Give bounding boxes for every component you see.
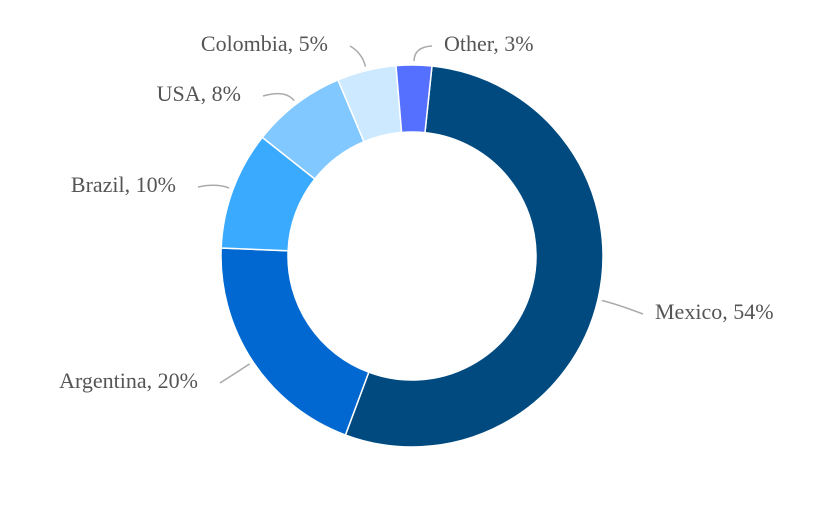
- data-label: Argentina, 20%: [59, 368, 198, 393]
- leader-line: [262, 92, 295, 102]
- leader-line: [601, 299, 644, 315]
- data-label: USA, 8%: [157, 81, 241, 106]
- data-label: Mexico, 54%: [655, 299, 774, 324]
- donut-slice: [395, 64, 433, 134]
- data-label: Brazil, 10%: [71, 172, 176, 197]
- donut-slice: [344, 65, 604, 448]
- leader-line: [413, 45, 433, 62]
- data-label: Other, 3%: [444, 31, 534, 56]
- data-label: Colombia, 5%: [201, 31, 328, 56]
- leader-line: [349, 45, 367, 67]
- donut-slice: [220, 247, 370, 436]
- leader-line: [197, 184, 230, 189]
- leader-line: [219, 363, 250, 384]
